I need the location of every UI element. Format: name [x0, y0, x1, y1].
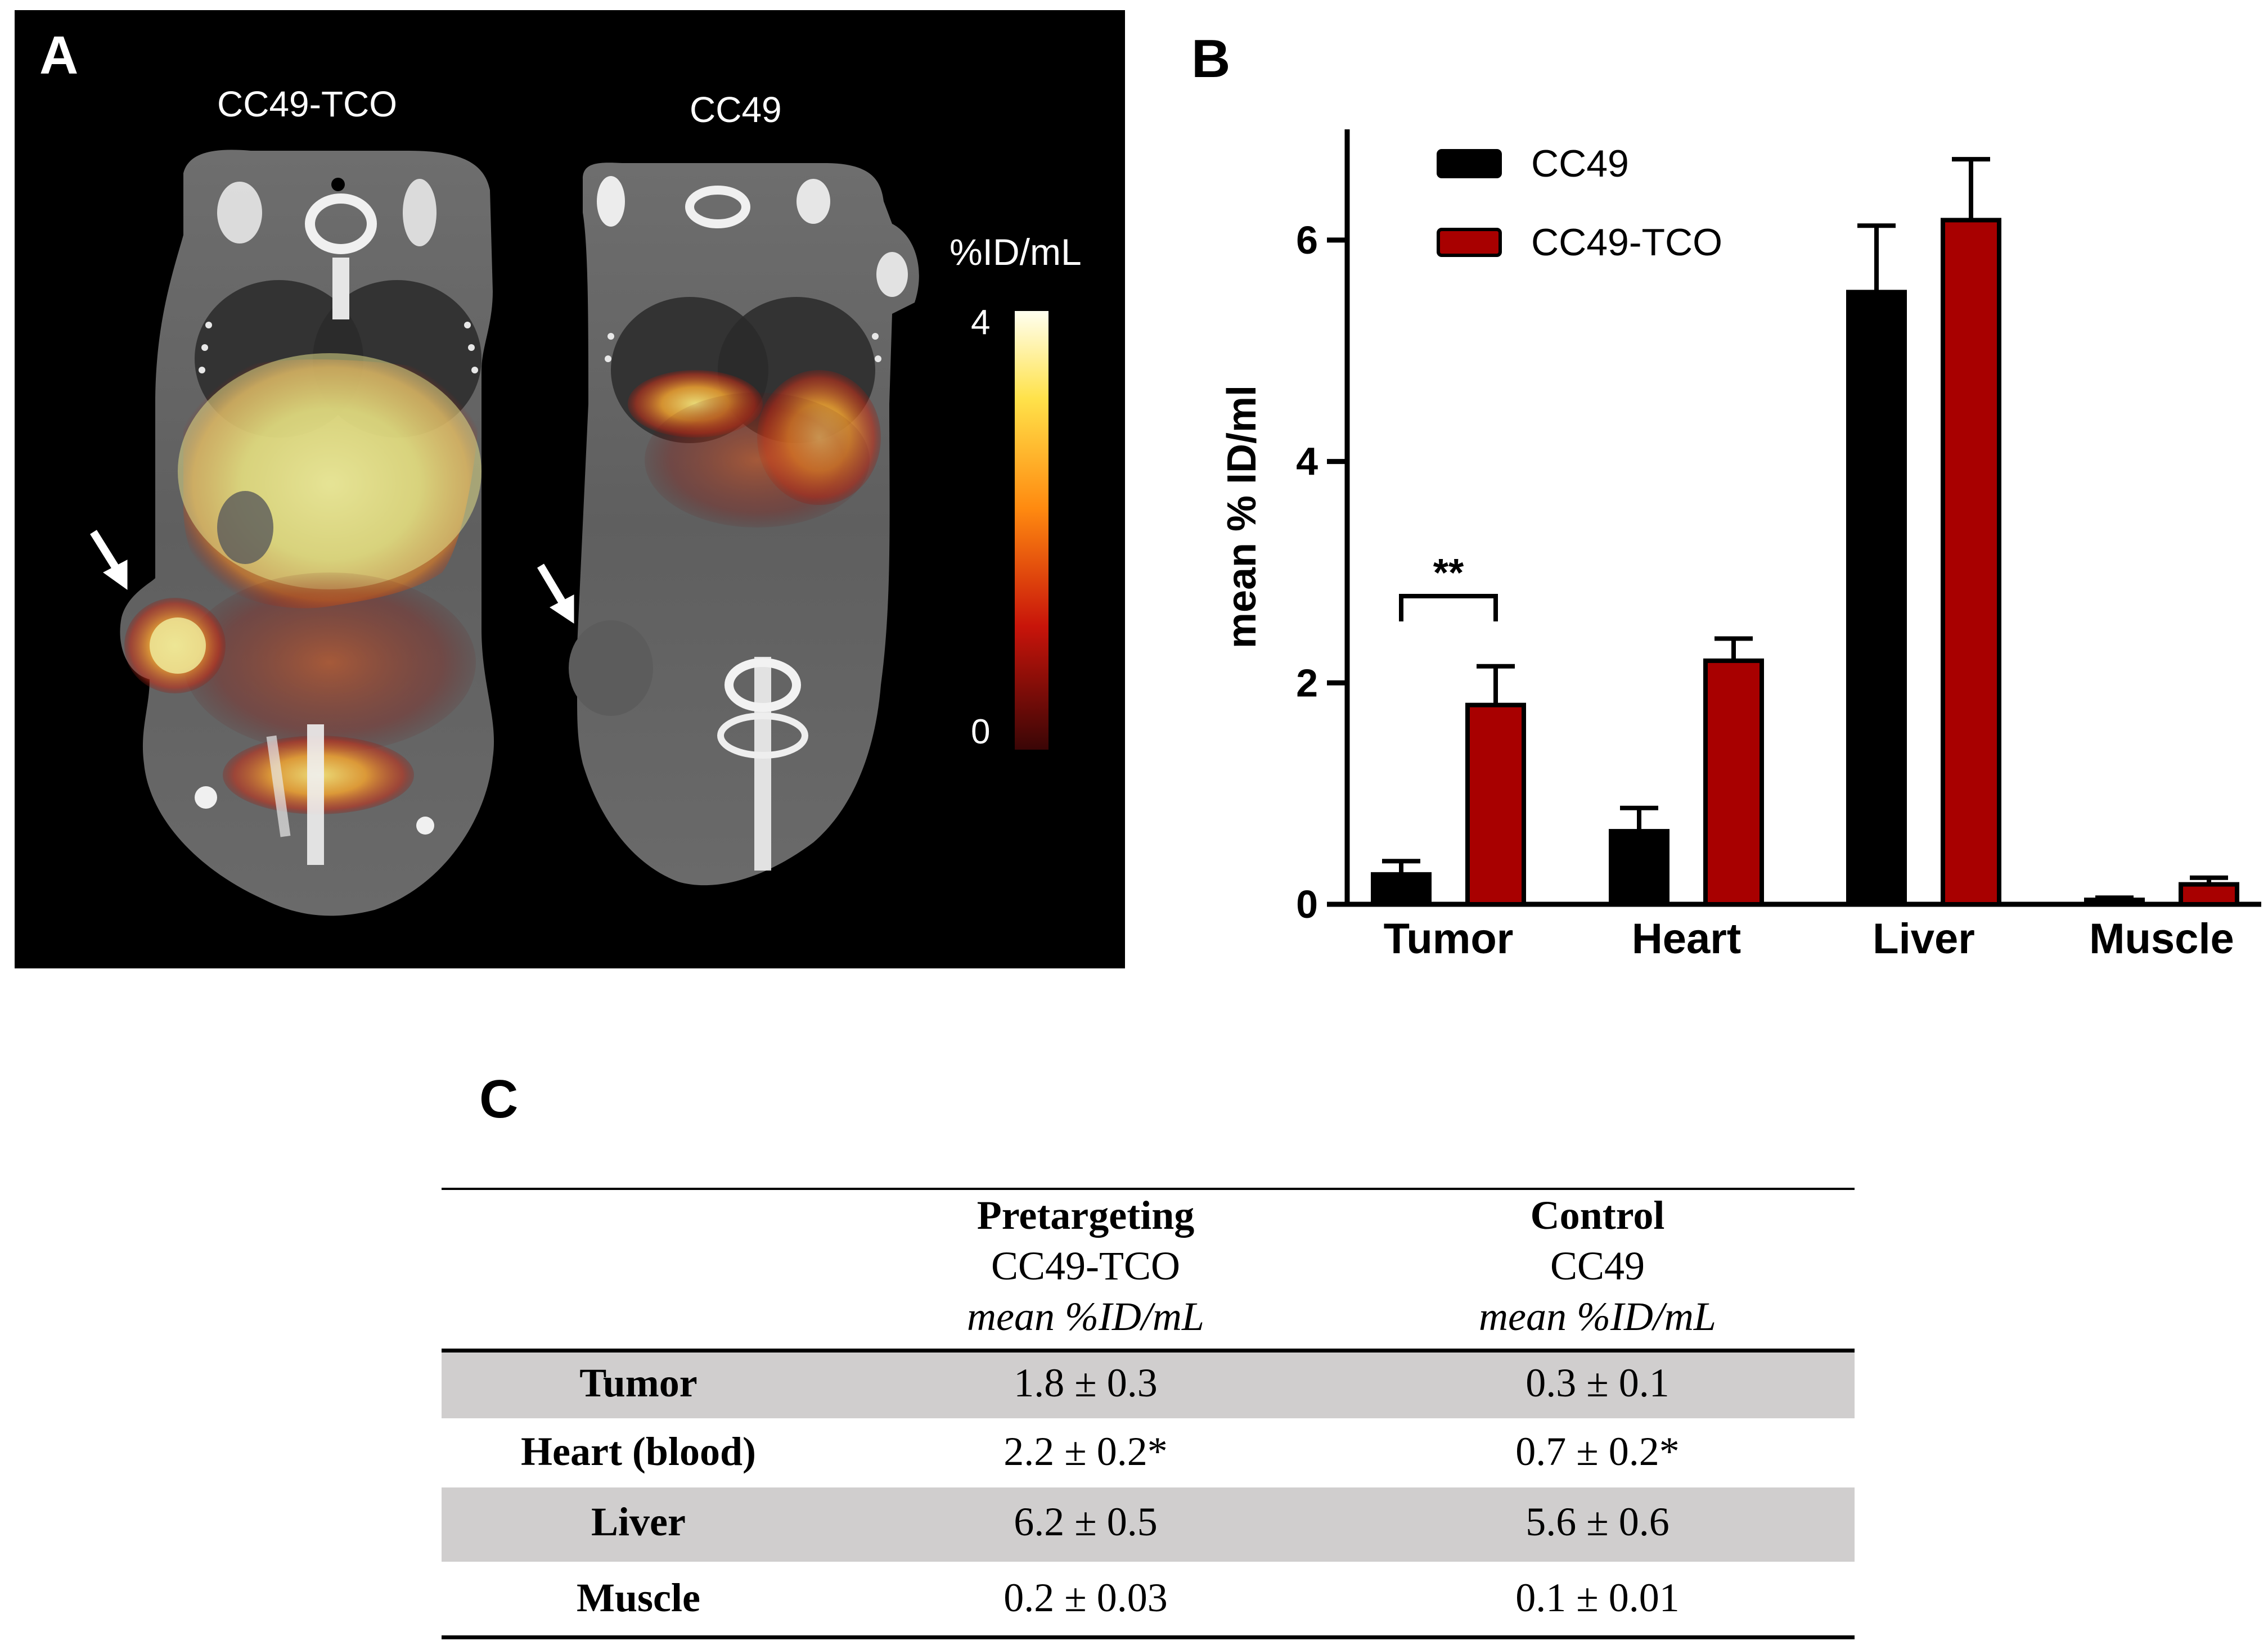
table-cell: 0.3 ± 0.1 [1526, 1360, 1670, 1405]
significance-bracket [1399, 594, 1498, 621]
label-cc49: CC49 [690, 89, 782, 130]
colorbar-unit-label: %ID/mL [950, 231, 1082, 273]
legend-swatch-cc49-tco [1437, 228, 1502, 257]
row-label-liver: Liver [591, 1499, 686, 1544]
pet-ct-image-panel: A CC49-TCO CC49 %ID/mL 4 0 [15, 10, 1125, 968]
tumor-arrow-left-icon [90, 530, 128, 590]
y-axis-label: mean % ID/ml [1220, 385, 1264, 648]
legend-label-cc49: CC49 [1531, 142, 1629, 185]
header-cc49: CC49 [1550, 1243, 1645, 1288]
colorbar [1015, 311, 1048, 750]
bar-chart: 0 2 4 6 mean % ID/ml Tumor Heart Liver Muscle ** C… [1220, 129, 2261, 963]
table-cell: 6.2 ± 0.5 [1014, 1499, 1158, 1544]
legend-swatch-cc49 [1437, 149, 1502, 178]
mouse-cc49 [569, 163, 919, 886]
row-label-heart: Heart (blood) [521, 1429, 756, 1474]
mouse-cc49-tco [120, 150, 494, 916]
colorbar-max-label: 4 [971, 303, 991, 342]
bar-cc49-tco-heart [1703, 658, 1764, 907]
y-tick-label: 0 [1296, 882, 1318, 926]
y-tick-label: 2 [1296, 661, 1318, 705]
tumor-arrow-right-icon [537, 563, 574, 624]
colorbar-min-label: 0 [971, 713, 991, 751]
header-cc49-tco: CC49-TCO [991, 1243, 1181, 1288]
row-label-tumor: Tumor [579, 1360, 698, 1405]
table-cell: 1.8 ± 0.3 [1014, 1360, 1158, 1405]
table-cell: 0.1 ± 0.01 [1515, 1575, 1680, 1620]
bar-cc49-liver [1846, 290, 1907, 907]
header-unit-2: mean %ID/mL [1479, 1294, 1716, 1339]
label-cc49-tco: CC49-TCO [217, 84, 398, 124]
significance-marker: ** [1433, 551, 1464, 594]
bar-cc49-tumor [1371, 872, 1432, 907]
x-tick-label-tumor: Tumor [1384, 915, 1514, 963]
table-top-rule [442, 1188, 1855, 1190]
bar-cc49-tco-tumor [1465, 702, 1526, 907]
table-row-tumor-bg [442, 1353, 1855, 1418]
pet-ct-image [90, 150, 1048, 916]
legend-label-cc49-tco: CC49-TCO [1531, 221, 1722, 264]
table-cell: 5.6 ± 0.6 [1526, 1499, 1670, 1544]
row-label-muscle: Muscle [577, 1575, 700, 1620]
header-unit-1: mean %ID/mL [967, 1294, 1204, 1339]
table-bottom-rule [442, 1635, 1855, 1639]
table-header-rule [442, 1349, 1855, 1353]
panel-letter-a: A [39, 25, 79, 85]
bar-cc49-muscle [2084, 898, 2145, 907]
y-tick-label: 4 [1296, 440, 1318, 484]
bar-cc49-tco-muscle [2179, 882, 2239, 907]
header-pretargeting: Pretargeting [976, 1193, 1195, 1238]
table-row-liver-bg [442, 1487, 1855, 1562]
bar-cc49-heart [1609, 829, 1670, 907]
x-tick-label-liver: Liver [1873, 915, 1975, 963]
table-cell: 2.2 ± 0.2* [1004, 1429, 1168, 1474]
panel-letter-c: C [479, 1069, 519, 1129]
y-tick-label: 6 [1296, 218, 1318, 262]
panel-letter-b: B [1191, 29, 1231, 89]
table-cell: 0.7 ± 0.2* [1515, 1429, 1680, 1474]
x-tick-label-muscle: Muscle [2089, 915, 2234, 963]
header-control: Control [1530, 1193, 1665, 1238]
table-cell: 0.2 ± 0.03 [1004, 1575, 1168, 1620]
x-tick-label-heart: Heart [1632, 915, 1741, 963]
bar-cc49-tco-liver [1941, 218, 2001, 907]
